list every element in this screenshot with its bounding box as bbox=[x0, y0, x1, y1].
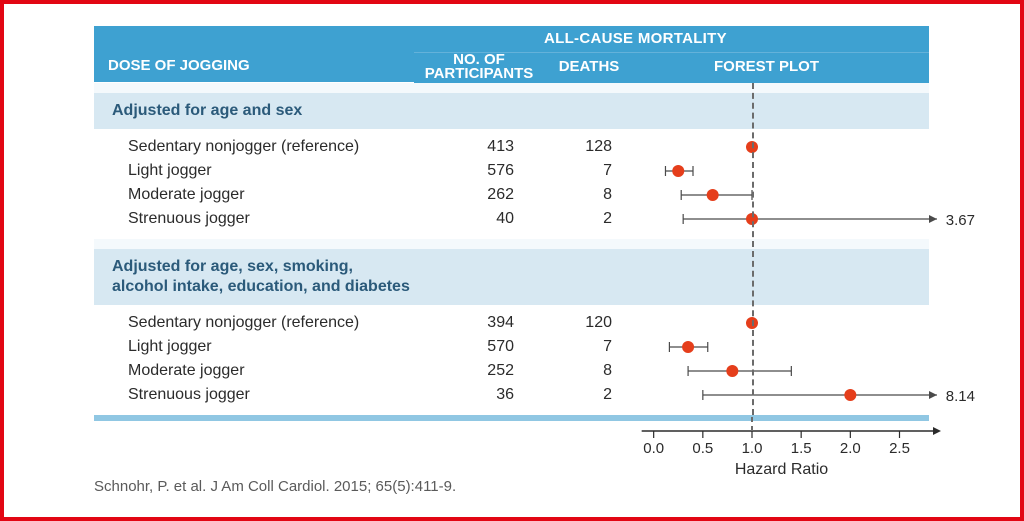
row-label: Sedentary nonjogger (reference) bbox=[94, 311, 414, 335]
row-forest-cell bbox=[634, 335, 929, 359]
row-participants: 413 bbox=[414, 135, 544, 159]
section-header: Adjusted for age and sex bbox=[94, 93, 929, 129]
row-label: Moderate jogger bbox=[94, 359, 414, 383]
row-forest-cell bbox=[634, 311, 929, 335]
forest-point bbox=[634, 135, 929, 159]
row-label: Light jogger bbox=[94, 335, 414, 359]
row-participants: 36 bbox=[414, 383, 544, 407]
row-deaths: 7 bbox=[544, 159, 634, 183]
header-participants: NO. OFPARTICIPANTS bbox=[414, 52, 544, 83]
row-participants: 394 bbox=[414, 311, 544, 335]
table-row: Moderate jogger 262 8 bbox=[94, 183, 929, 207]
row-label: Light jogger bbox=[94, 159, 414, 183]
row-forest-cell bbox=[634, 183, 929, 207]
overflow-hi-label: 8.14 bbox=[946, 385, 975, 409]
svg-text:0.0: 0.0 bbox=[643, 440, 664, 457]
header-dose: DOSE OF JOGGING bbox=[94, 52, 414, 82]
table-row: Light jogger 576 7 bbox=[94, 159, 929, 183]
row-label: Strenuous jogger bbox=[94, 207, 414, 231]
axis-title: Hazard Ratio bbox=[634, 461, 929, 479]
forest-point bbox=[634, 311, 929, 335]
svg-text:1.5: 1.5 bbox=[791, 440, 812, 457]
row-deaths: 2 bbox=[544, 207, 634, 231]
citation: Schnohr, P. et al. J Am Coll Cardiol. 20… bbox=[94, 478, 456, 495]
forest-point bbox=[634, 335, 929, 359]
overflow-hi-label: 3.67 bbox=[946, 209, 975, 233]
forest-table: ALL-CAUSE MORTALITY DOSE OF JOGGING NO. … bbox=[94, 26, 929, 483]
row-forest-cell bbox=[634, 359, 929, 383]
svg-text:2.0: 2.0 bbox=[840, 440, 861, 457]
row-participants: 570 bbox=[414, 335, 544, 359]
row-deaths: 128 bbox=[544, 135, 634, 159]
svg-text:1.0: 1.0 bbox=[742, 440, 763, 457]
row-forest-cell bbox=[634, 159, 929, 183]
header-forest: FOREST PLOT bbox=[634, 52, 929, 83]
figure-frame: ALL-CAUSE MORTALITY DOSE OF JOGGING NO. … bbox=[0, 0, 1024, 521]
row-forest-cell bbox=[634, 135, 929, 159]
table-footer-band bbox=[94, 415, 929, 421]
forest-point bbox=[634, 359, 929, 383]
row-participants: 252 bbox=[414, 359, 544, 383]
table-row: Sedentary nonjogger (reference) 413 128 bbox=[94, 135, 929, 159]
row-deaths: 8 bbox=[544, 183, 634, 207]
table-row: Light jogger 570 7 bbox=[94, 335, 929, 359]
reference-line bbox=[752, 83, 754, 415]
header-mortality: ALL-CAUSE MORTALITY bbox=[544, 26, 929, 52]
forest-point bbox=[634, 183, 929, 207]
row-label: Sedentary nonjogger (reference) bbox=[94, 135, 414, 159]
row-participants: 576 bbox=[414, 159, 544, 183]
row-forest-cell: 3.67 bbox=[634, 207, 929, 231]
row-deaths: 8 bbox=[544, 359, 634, 383]
section-pad bbox=[94, 231, 929, 239]
forest-point bbox=[634, 159, 929, 183]
table-row: Strenuous jogger 36 2 8.14 bbox=[94, 383, 929, 407]
row-label: Moderate jogger bbox=[94, 183, 414, 207]
table-row: Strenuous jogger 40 2 3.67 bbox=[94, 207, 929, 231]
row-deaths: 120 bbox=[544, 311, 634, 335]
section-pad bbox=[94, 407, 929, 415]
row-deaths: 7 bbox=[544, 335, 634, 359]
row-forest-cell: 8.14 bbox=[634, 383, 929, 407]
row-participants: 262 bbox=[414, 183, 544, 207]
row-label: Strenuous jogger bbox=[94, 383, 414, 407]
table-subheader: DOSE OF JOGGING NO. OFPARTICIPANTS DEATH… bbox=[94, 52, 929, 83]
table-row: Moderate jogger 252 8 bbox=[94, 359, 929, 383]
forest-point bbox=[634, 207, 929, 231]
svg-text:0.5: 0.5 bbox=[692, 440, 713, 457]
forest-point bbox=[634, 383, 929, 407]
section-header: Adjusted for age, sex, smoking,alcohol i… bbox=[94, 249, 929, 305]
table-row: Sedentary nonjogger (reference) 394 120 bbox=[94, 311, 929, 335]
section-gap bbox=[94, 83, 929, 93]
table-body: Adjusted for age and sex Sedentary nonjo… bbox=[94, 83, 929, 415]
section-gap bbox=[94, 239, 929, 249]
row-deaths: 2 bbox=[544, 383, 634, 407]
axis-area: 0.0 0.5 1.0 1.5 2.0 2.5 Hazard Ratio bbox=[94, 423, 929, 483]
svg-text:2.5: 2.5 bbox=[889, 440, 910, 457]
table-header: ALL-CAUSE MORTALITY bbox=[94, 26, 929, 52]
row-participants: 40 bbox=[414, 207, 544, 231]
header-deaths: DEATHS bbox=[544, 52, 634, 83]
